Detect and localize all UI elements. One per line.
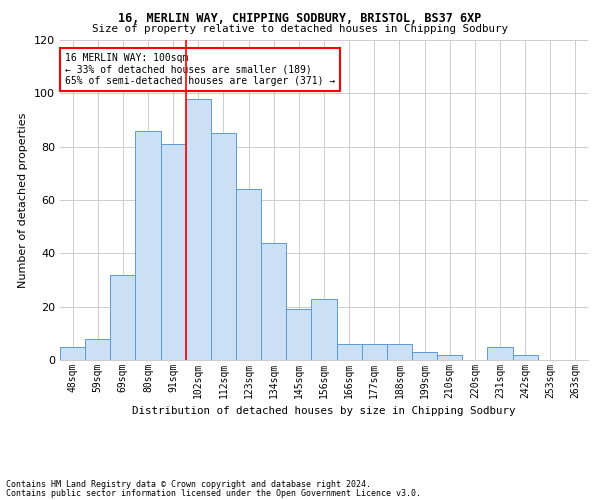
- Bar: [387, 344, 412, 360]
- Bar: [60, 346, 85, 360]
- Text: Size of property relative to detached houses in Chipping Sodbury: Size of property relative to detached ho…: [92, 24, 508, 34]
- Bar: [286, 310, 311, 360]
- Bar: [487, 346, 512, 360]
- Bar: [337, 344, 362, 360]
- X-axis label: Distribution of detached houses by size in Chipping Sodbury: Distribution of detached houses by size …: [132, 406, 516, 416]
- Bar: [512, 354, 538, 360]
- Bar: [311, 298, 337, 360]
- Bar: [186, 98, 211, 360]
- Bar: [161, 144, 186, 360]
- Text: 16 MERLIN WAY: 100sqm
← 33% of detached houses are smaller (189)
65% of semi-det: 16 MERLIN WAY: 100sqm ← 33% of detached …: [65, 53, 335, 86]
- Bar: [136, 130, 161, 360]
- Text: Contains HM Land Registry data © Crown copyright and database right 2024.: Contains HM Land Registry data © Crown c…: [6, 480, 371, 489]
- Bar: [110, 274, 136, 360]
- Bar: [85, 338, 110, 360]
- Bar: [437, 354, 462, 360]
- Bar: [211, 134, 236, 360]
- Text: Contains public sector information licensed under the Open Government Licence v3: Contains public sector information licen…: [6, 489, 421, 498]
- Bar: [236, 190, 261, 360]
- Bar: [412, 352, 437, 360]
- Y-axis label: Number of detached properties: Number of detached properties: [19, 112, 28, 288]
- Text: 16, MERLIN WAY, CHIPPING SODBURY, BRISTOL, BS37 6XP: 16, MERLIN WAY, CHIPPING SODBURY, BRISTO…: [118, 12, 482, 26]
- Bar: [362, 344, 387, 360]
- Bar: [261, 242, 286, 360]
